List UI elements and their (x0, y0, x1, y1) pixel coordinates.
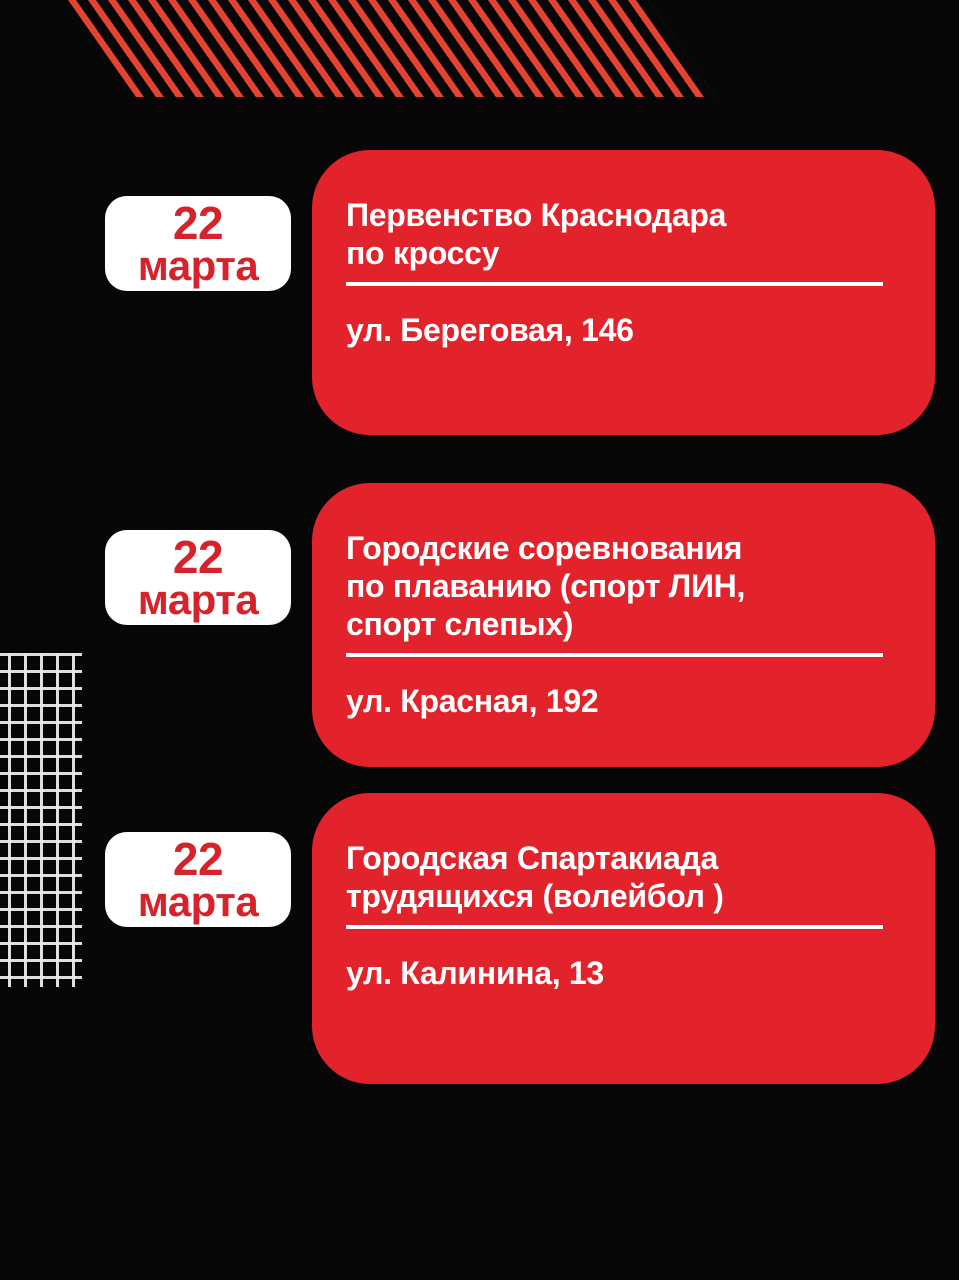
event-card: Первенство Краснодара по кроссу ул. Бере… (312, 150, 935, 435)
divider-line (346, 925, 883, 929)
date-day: 22 (172, 530, 224, 583)
event-title: Первенство Краснодара по кроссу (346, 197, 727, 271)
event-title: Городская Спартакиада трудящихся (волейб… (346, 840, 724, 914)
date-badge: 22 марта (105, 530, 291, 625)
divider-line (346, 282, 883, 286)
date-day: 22 (172, 196, 224, 249)
event-card: Городская Спартакиада трудящихся (волейб… (312, 793, 935, 1084)
date-month: марта (137, 241, 259, 289)
divider-line (346, 653, 883, 657)
grid-pattern-decoration (0, 653, 82, 987)
event-address: ул. Береговая, 146 (346, 312, 634, 348)
event-title: Городские соревнования по плаванию (спор… (346, 530, 746, 642)
diagonal-stripes-decoration (68, 0, 716, 97)
date-month: марта (137, 877, 259, 925)
date-month: марта (137, 575, 259, 623)
event-address: ул. Красная, 192 (346, 683, 599, 719)
date-badge: 22 марта (105, 196, 291, 291)
date-badge: 22 марта (105, 832, 291, 927)
event-address: ул. Калинина, 13 (346, 955, 604, 991)
event-card: Городские соревнования по плаванию (спор… (312, 483, 935, 767)
date-day: 22 (172, 832, 224, 885)
